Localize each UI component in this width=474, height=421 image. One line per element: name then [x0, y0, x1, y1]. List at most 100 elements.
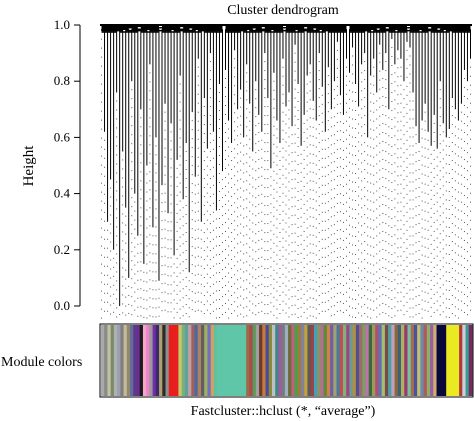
leaf-dot	[385, 115, 387, 117]
leaf-dot	[146, 218, 148, 220]
leaf-dot	[197, 255, 199, 257]
leaf-dot	[379, 115, 381, 117]
leaf-dot	[237, 144, 239, 146]
leaf-dot	[104, 157, 106, 159]
leaf-dot	[327, 237, 329, 239]
leaf-dot	[258, 275, 260, 277]
leaf-dot	[243, 253, 245, 255]
leaf-dot	[200, 256, 202, 258]
leaf-dot	[264, 133, 266, 135]
leaf-dot	[460, 111, 462, 113]
leaf-dot	[155, 280, 157, 282]
leaf-dot	[273, 80, 275, 82]
leaf-dot	[345, 165, 347, 167]
leaf-dot	[146, 173, 148, 175]
leaf-dot	[454, 252, 456, 254]
leaf-dot	[143, 280, 145, 282]
leaf-dot	[345, 120, 347, 122]
leaf-dot	[122, 303, 124, 305]
leaf-dot	[276, 263, 278, 265]
leaf-dot	[303, 131, 305, 133]
leaf-dot	[388, 288, 390, 290]
leaf-dot	[321, 184, 323, 186]
leaf-dot	[391, 47, 393, 49]
leaf-dot	[454, 162, 456, 164]
leaf-dot	[327, 228, 329, 230]
leaf-dot	[273, 98, 275, 100]
leaf-dot	[146, 245, 148, 247]
leaf-dot	[403, 206, 405, 208]
leaf-dot	[206, 201, 208, 203]
leaf-dot	[424, 129, 426, 131]
leaf-dot	[170, 140, 172, 142]
leaf-dot	[122, 258, 124, 260]
leaf-dot	[152, 262, 154, 264]
leaf-dot	[309, 198, 311, 200]
leaf-dot	[285, 303, 287, 305]
leaf-dot	[218, 173, 220, 175]
leaf-dot	[134, 291, 136, 293]
leaf-dot	[315, 191, 317, 193]
leaf-dot	[315, 164, 317, 166]
leaf-dot	[203, 115, 205, 117]
leaf-dot	[330, 279, 332, 281]
leaf-dot	[191, 174, 193, 176]
leaf-dot	[282, 111, 284, 113]
leaf-dot	[418, 268, 420, 270]
leaf-dot	[358, 267, 360, 269]
leaf-dot	[270, 302, 272, 304]
leaf-dot	[427, 211, 429, 213]
leaf-dot	[358, 114, 360, 116]
leaf-dot	[385, 160, 387, 162]
leaf-dot	[355, 236, 357, 238]
leaf-dot	[391, 110, 393, 112]
leaf-dot	[273, 296, 275, 298]
leaf-dot	[445, 253, 447, 255]
leaf-dot	[285, 123, 287, 125]
leaf-dot	[409, 217, 411, 219]
leaf-dot	[176, 221, 178, 223]
leaf-dot	[406, 148, 408, 150]
leaf-dot	[421, 218, 423, 220]
leaf-dot	[333, 242, 335, 244]
leaf-dot	[258, 176, 260, 178]
leaf-dot	[361, 261, 363, 263]
leaf-dot	[273, 152, 275, 154]
leaf-dot	[394, 288, 396, 290]
leaf-dot	[358, 240, 360, 242]
leaf-dot	[155, 289, 157, 291]
leaf-dot	[400, 228, 402, 230]
leaf-dot	[155, 172, 157, 174]
leaf-dot	[258, 248, 260, 250]
leaf-dot	[388, 216, 390, 218]
leaf-dot	[421, 227, 423, 229]
leaf-dot	[206, 165, 208, 167]
leaf-dot	[170, 266, 172, 268]
leaf-dot	[258, 158, 260, 160]
leaf-dot	[457, 290, 459, 292]
leaf-dot	[379, 61, 381, 63]
leaf-dot	[388, 171, 390, 173]
leaf-dot	[228, 218, 230, 220]
leaf-dot	[258, 167, 260, 169]
leaf-dot	[240, 169, 242, 171]
leaf-dot	[394, 81, 396, 83]
leaf-dot	[333, 314, 335, 316]
leaf-dot	[246, 72, 248, 74]
leaf-dot	[327, 156, 329, 158]
leaf-dot	[291, 188, 293, 190]
leaf-dot	[342, 140, 344, 142]
leaf-dot	[309, 99, 311, 101]
leaf-dot	[403, 125, 405, 127]
leaf-dot	[131, 224, 133, 226]
leaf-dot	[176, 302, 178, 304]
leaf-dot	[355, 164, 357, 166]
leaf-dot	[206, 282, 208, 284]
leaf-dot	[267, 250, 269, 252]
leaf-dot	[273, 134, 275, 136]
leaf-dot	[427, 175, 429, 177]
leaf-dot	[336, 112, 338, 114]
leaf-dot	[427, 229, 429, 231]
leaf-dot	[451, 115, 453, 117]
leaf-dot	[412, 136, 414, 138]
